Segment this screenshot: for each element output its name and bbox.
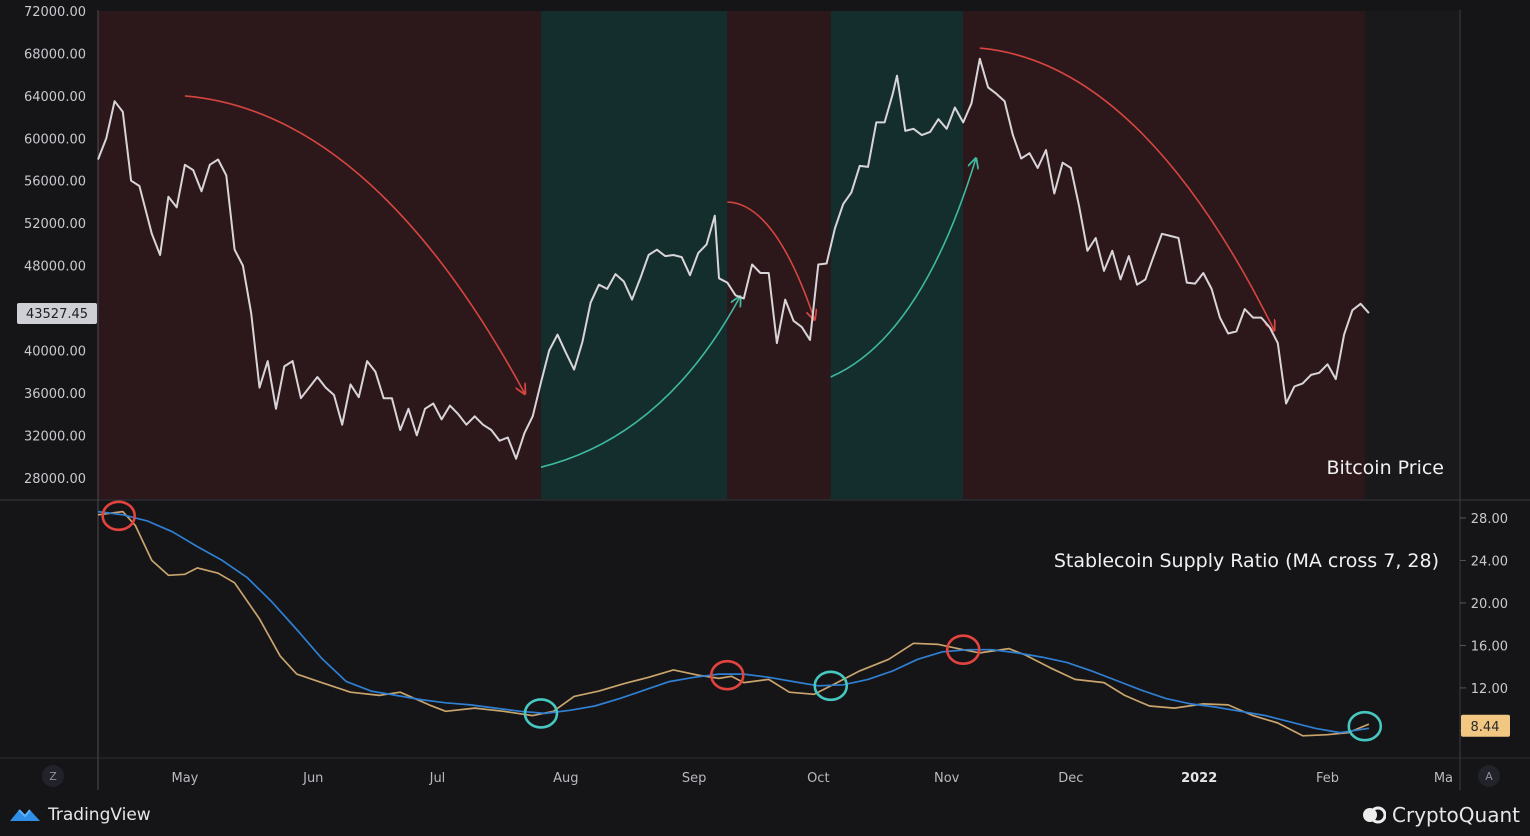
ssr-tick-label: 20.00 <box>1471 597 1508 612</box>
price-tick-label: 68000.00 <box>24 47 86 62</box>
time-tick-label: Aug <box>553 771 578 786</box>
buy-cross-marker-6 <box>1347 710 1383 742</box>
price-tick-label: 56000.00 <box>24 175 86 190</box>
tradingview-logo[interactable]: TradingView <box>8 800 151 830</box>
time-tick-label: Nov <box>934 771 960 786</box>
chart-titles: Bitcoin Price Stablecoin Supply Ratio (M… <box>1054 457 1444 572</box>
scale-button-right-label: A <box>1485 770 1493 783</box>
ssr-tick-label: 24.00 <box>1471 554 1508 569</box>
bullish-zone <box>830 11 964 499</box>
sell-cross-marker-1 <box>101 500 136 532</box>
ssr-last-value-label: 8.44 <box>1471 720 1500 735</box>
trend-arrow-up-2 <box>540 297 740 468</box>
price-y-axis: 72000.00 68000.00 64000.00 60000.00 56000.00… <box>17 5 97 487</box>
price-chart-label: Bitcoin Price <box>1326 457 1444 479</box>
time-tick-label: Jul <box>429 771 446 786</box>
bitcoin-price-series[interactable] <box>97 57 1370 460</box>
price-tick-label: 48000.00 <box>24 260 86 275</box>
price-last-value-label: 43527.45 <box>26 307 88 322</box>
price-tick-label: 28000.00 <box>24 472 86 487</box>
trend-arrow-up-4 <box>830 160 976 378</box>
price-tick-label: 52000.00 <box>24 217 86 232</box>
price-tick-label: 60000.00 <box>24 132 86 147</box>
ssr-chart-label: Stablecoin Supply Ratio (MA cross 7, 28) <box>1054 550 1439 572</box>
trend-arrow-down-3 <box>727 201 814 319</box>
scale-button-left-label: Z <box>49 770 57 783</box>
scale-button-left[interactable] <box>42 765 64 787</box>
time-tick-label: 2022 <box>1181 771 1217 786</box>
cryptoquant-brand-text: CryptoQuant <box>1392 803 1520 827</box>
tradingview-icon <box>10 809 40 821</box>
price-tick-label: 32000.00 <box>24 429 86 444</box>
time-tick-label: Sep <box>682 771 707 786</box>
ssr-series[interactable] <box>97 510 1370 737</box>
bitcoin-price-line[interactable] <box>97 57 1370 460</box>
time-tick-label: Oct <box>807 771 829 786</box>
buy-cross-marker-2 <box>523 698 559 729</box>
price-tick-label: 36000.00 <box>24 387 86 402</box>
time-tick-label: Dec <box>1058 771 1083 786</box>
sell-cross-marker-5 <box>945 634 981 665</box>
buy-cross-marker-4 <box>813 670 849 702</box>
time-tick-label: Ma <box>1434 771 1453 786</box>
bullish-zone <box>540 11 728 499</box>
ssr-tick-label: 28.00 <box>1471 512 1508 527</box>
bearish-zone <box>727 11 831 499</box>
price-tick-label: 40000.00 <box>24 344 86 359</box>
ma-cross-markers <box>101 500 1383 742</box>
time-tick-label: Jun <box>302 771 323 786</box>
trend-arrow-down-1 <box>184 95 525 393</box>
ssr-last-value-badge <box>1461 714 1510 737</box>
cryptoquant-icon <box>1363 806 1386 824</box>
ssr-tick-label: 12.00 <box>1471 682 1508 697</box>
sell-cross-marker-3 <box>709 659 745 691</box>
tradingview-brand-text: TradingView <box>48 805 151 825</box>
time-tick-label: Feb <box>1316 771 1339 786</box>
price-last-value-badge <box>17 303 97 325</box>
trend-arrows <box>184 47 1274 468</box>
bearish-zone <box>98 11 541 499</box>
ma7-line[interactable] <box>97 510 1370 737</box>
price-tick-label: 64000.00 <box>24 90 86 105</box>
price-tick-label: 72000.00 <box>24 5 86 20</box>
ma28-line[interactable] <box>97 510 1370 734</box>
time-tick-label: May <box>171 771 198 786</box>
scale-button-right[interactable] <box>1478 765 1500 787</box>
time-axis: May Jun Jul Aug Sep Oct Nov Dec 2022 Feb Ma <box>171 771 1453 786</box>
ssr-tick-label: 16.00 <box>1471 639 1508 654</box>
bearish-zone <box>963 11 1365 499</box>
trend-arrow-down-5 <box>979 47 1274 329</box>
cryptoquant-logo[interactable]: CryptoQuant <box>1362 800 1520 830</box>
